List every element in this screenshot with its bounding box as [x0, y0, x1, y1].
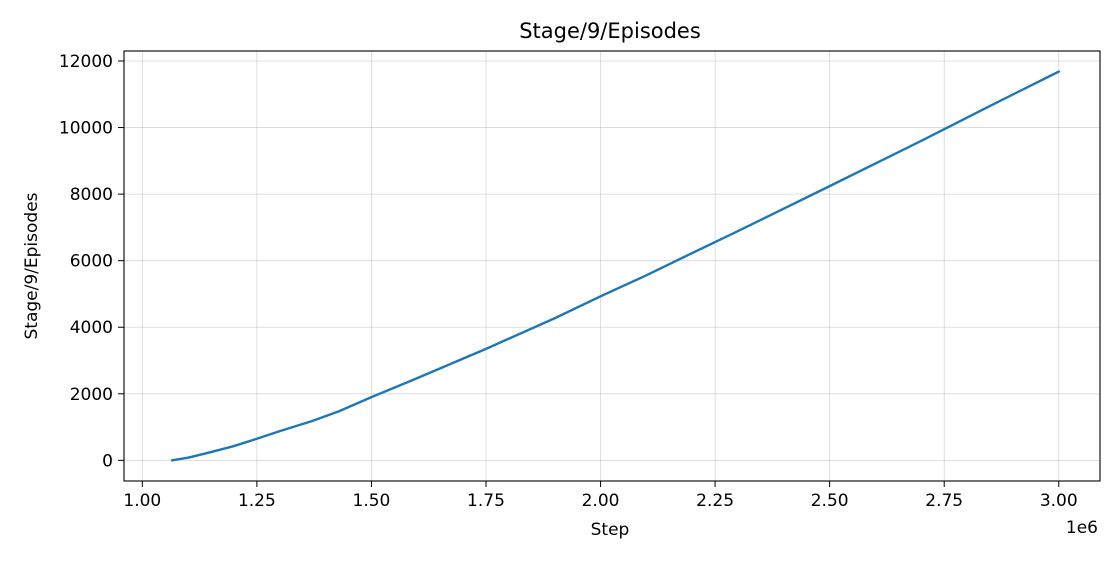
y-tick-label: 12000 [59, 52, 113, 72]
y-tick-label: 6000 [70, 252, 113, 272]
x-tick-label: 1.75 [467, 491, 505, 511]
chart-title: Stage/9/Episodes [519, 19, 701, 43]
plot-frame [123, 50, 1101, 482]
x-tick-label: 2.25 [696, 491, 734, 511]
y-axis: 0 2000 4000 6000 8000 10000 12000 [59, 52, 124, 471]
x-tick-label: 1.00 [123, 491, 161, 511]
x-tick-label: 1.25 [238, 491, 276, 511]
x-tick-label: 3.00 [1040, 491, 1078, 511]
y-axis-label: Stage/9/Episodes [22, 192, 42, 339]
x-axis-offset-label: 1e6 [1066, 518, 1098, 538]
x-tick-label: 2.75 [925, 491, 963, 511]
y-tick-label: 4000 [70, 318, 113, 338]
grid-layer [124, 51, 1100, 481]
x-tick-label: 1.50 [353, 491, 391, 511]
x-tick-label: 2.50 [811, 491, 849, 511]
y-tick-label: 0 [102, 451, 113, 471]
data-layer [170, 70, 1060, 462]
series-line-0 [170, 70, 1060, 462]
x-axis: 1.00 1.25 1.50 1.75 2.00 2.25 2.50 2.75 3.00 [123, 481, 1078, 511]
x-tick-label: 2.00 [582, 491, 620, 511]
x-axis-label: Step [591, 520, 630, 540]
y-tick-label: 10000 [59, 119, 113, 139]
y-tick-label: 2000 [70, 385, 113, 405]
y-tick-label: 8000 [70, 185, 113, 205]
